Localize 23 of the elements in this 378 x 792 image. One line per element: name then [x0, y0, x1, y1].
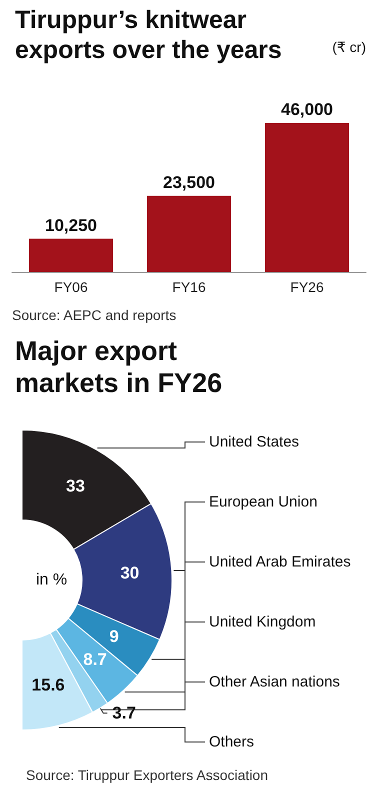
- chart-title: Tiruppur’s knitwear exports over the years: [15, 6, 282, 64]
- slice-label: European Union: [209, 494, 318, 510]
- data-label: 23,500: [163, 172, 215, 192]
- data-label: 30: [120, 564, 140, 583]
- slice-label: United Arab Emirates: [209, 554, 351, 570]
- x-tick-label: FY26: [290, 279, 324, 295]
- x-tick-label: FY06: [54, 279, 88, 295]
- chart-subtitle: (₹ cr): [332, 39, 366, 55]
- text: in %: [36, 572, 68, 588]
- chart-title: Major export markets in FY26: [15, 336, 222, 398]
- source-note: Source: Tiruppur Exporters Association: [26, 767, 268, 783]
- source-note: Source: AEPC and reports: [12, 307, 176, 323]
- slice-label: Other Asian nations: [209, 674, 340, 690]
- slice-label: United States: [209, 434, 300, 450]
- data-label: 8.7: [83, 650, 107, 670]
- slice-label: United Kingdom: [209, 614, 316, 630]
- data-label: 15.6: [32, 675, 65, 694]
- data-label: 9: [109, 626, 119, 646]
- data-label: 10,250: [45, 216, 97, 235]
- x-tick-label: FY16: [172, 279, 206, 295]
- data-label: 46,000: [281, 100, 333, 119]
- data-label: 33: [66, 476, 85, 496]
- slice-label: Others: [209, 734, 254, 750]
